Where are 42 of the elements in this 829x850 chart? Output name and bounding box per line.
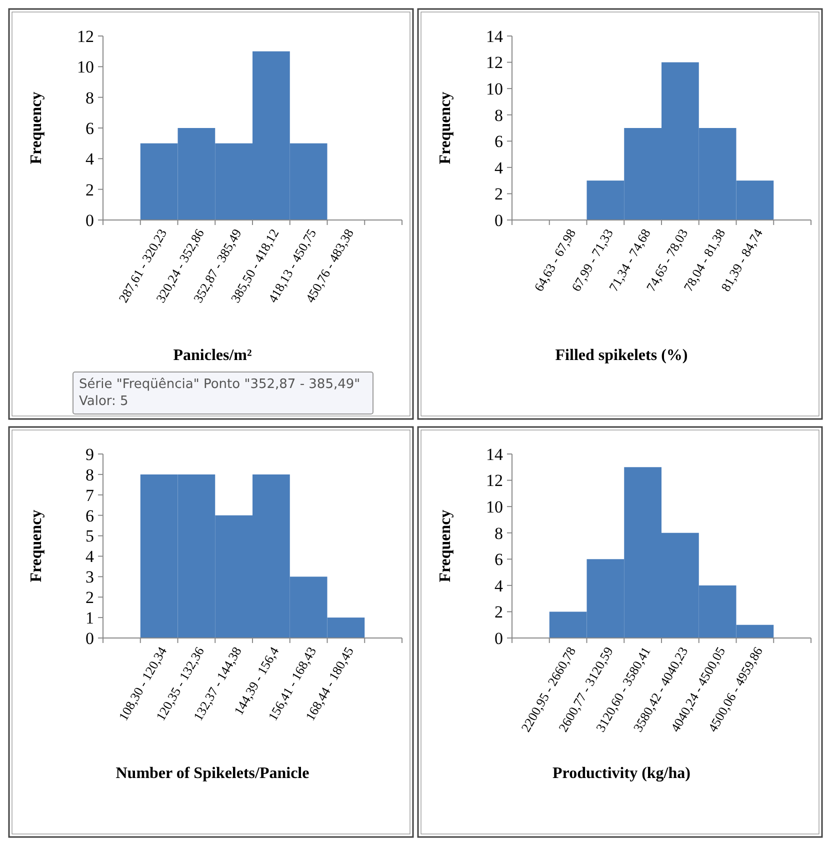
y-tick-label: 7: [86, 486, 94, 505]
y-tick-label: 2: [86, 180, 94, 200]
y-tick-label: 10: [77, 58, 94, 77]
x-axis-title: Number of Spikelets/Panicle: [116, 765, 310, 782]
y-tick-label: 4: [494, 158, 504, 178]
y-tick-label: 8: [494, 106, 503, 125]
y-tick-label: 8: [494, 524, 503, 543]
y-tick-label: 4: [86, 150, 94, 169]
y-tick-label: 12: [486, 471, 503, 490]
x-axis-title: Panicles/m²: [173, 347, 252, 364]
text: Série "Freqüência" Ponto "352,87 - 385,49" Valor: 5: [79, 377, 360, 409]
x-axis-title: Productivity (kg/ha): [552, 765, 690, 782]
y-tick-label: 6: [494, 550, 503, 570]
y-tick-label: 14: [486, 444, 504, 464]
y-tick-label: 9: [86, 444, 94, 464]
y-tick-label: 6: [86, 118, 94, 138]
y-tick-label: 0: [494, 210, 503, 230]
y-axis-title: Frequency: [437, 92, 454, 164]
y-tick-label: 0: [86, 628, 94, 648]
y-tick-label: 2: [86, 588, 94, 608]
y-tick-label: 5: [86, 526, 94, 546]
y-tick-label: 0: [86, 210, 94, 230]
y-tick-label: 12: [486, 53, 503, 72]
y-axis-title: Frequency: [437, 510, 454, 582]
y-tick-label: 10: [486, 498, 503, 517]
y-tick-label: 14: [486, 26, 504, 46]
y-tick-label: 8: [86, 88, 94, 108]
y-tick-label: 1: [86, 608, 94, 628]
y-tick-label: 4: [494, 576, 504, 596]
y-tick-label: 3: [86, 568, 94, 587]
y-tick-label: 10: [486, 80, 503, 99]
y-tick-label: 8: [86, 465, 94, 484]
x-axis-title: Filled spikelets (%): [555, 347, 688, 364]
y-tick-label: 2: [494, 602, 503, 622]
y-tick-label: 4: [86, 547, 94, 566]
y-axis-title: Frequency: [28, 510, 45, 582]
y-axis-title: Frequency: [28, 92, 45, 164]
y-tick-label: 12: [77, 26, 94, 46]
y-tick-label: 0: [494, 628, 503, 648]
y-tick-label: 6: [494, 132, 503, 152]
y-tick-label: 6: [86, 506, 94, 526]
y-tick-label: 2: [494, 184, 503, 204]
